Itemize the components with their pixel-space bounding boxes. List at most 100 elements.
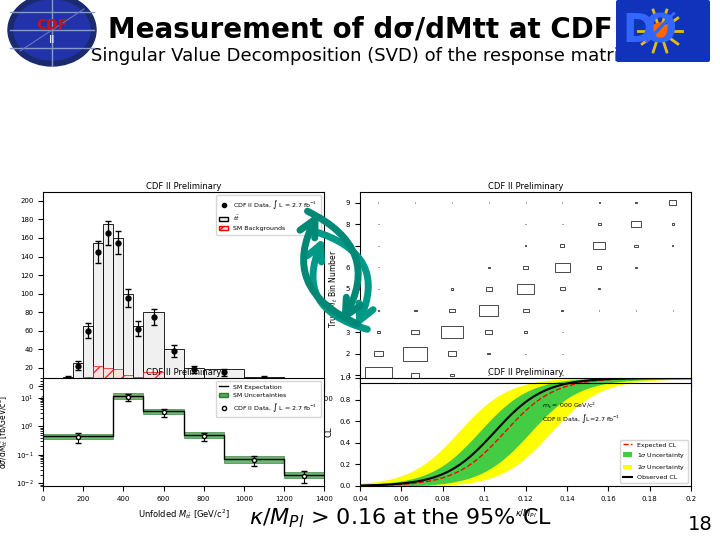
Bar bbox=[525, 245, 526, 246]
Y-axis label: CL: CL bbox=[325, 427, 333, 437]
Bar bbox=[43, 381, 63, 386]
Text: Measurement of dσ/dMtt at CDF: Measurement of dσ/dMtt at CDF bbox=[108, 16, 612, 44]
Bar bbox=[163, 379, 184, 386]
Bar bbox=[560, 245, 564, 247]
Ellipse shape bbox=[14, 0, 90, 60]
Bar bbox=[479, 305, 498, 316]
Bar bbox=[143, 409, 184, 414]
Title: CDF II Preliminary: CDF II Preliminary bbox=[146, 182, 221, 191]
Bar bbox=[133, 326, 143, 386]
Bar bbox=[441, 326, 463, 339]
Bar bbox=[143, 312, 163, 386]
FancyArrowPatch shape bbox=[307, 245, 367, 329]
Bar bbox=[244, 383, 284, 386]
Text: CDF: CDF bbox=[37, 18, 68, 32]
Bar bbox=[143, 372, 163, 386]
Bar bbox=[598, 223, 601, 225]
Bar bbox=[84, 326, 94, 386]
Bar bbox=[523, 266, 528, 269]
Bar bbox=[43, 384, 63, 386]
Bar bbox=[43, 434, 114, 440]
Bar bbox=[599, 202, 600, 203]
Bar bbox=[73, 381, 84, 386]
Bar bbox=[593, 242, 606, 249]
Bar bbox=[487, 353, 490, 354]
Legend: SM Expectation, SM Uncertainties, CDF II Data, $\int$ L = 2.7 fb$^{-1}$: SM Expectation, SM Uncertainties, CDF II… bbox=[216, 381, 321, 417]
Bar bbox=[635, 202, 637, 203]
Title: CDF II Preliminary: CDF II Preliminary bbox=[488, 182, 563, 191]
Bar bbox=[114, 238, 123, 386]
Circle shape bbox=[652, 23, 668, 39]
Text: CDF II Data, $\int$L=2.7 fb$^{-1}$: CDF II Data, $\int$L=2.7 fb$^{-1}$ bbox=[542, 413, 621, 425]
Bar bbox=[374, 351, 382, 356]
Bar bbox=[562, 224, 563, 225]
Bar bbox=[414, 310, 417, 311]
Bar bbox=[562, 310, 564, 311]
X-axis label: Unfolded $M_{t\bar{t}}$ [GeV/c$^2$]: Unfolded $M_{t\bar{t}}$ [GeV/c$^2$] bbox=[138, 507, 230, 521]
Bar bbox=[133, 377, 143, 386]
Bar bbox=[184, 368, 204, 386]
Ellipse shape bbox=[8, 0, 96, 66]
Bar bbox=[517, 284, 534, 294]
Legend: Expected CL, 1$\sigma$ Uncertainty, 2$\sigma$ Uncertainty, Observed CL: Expected CL, 1$\sigma$ Uncertainty, 2$\s… bbox=[621, 440, 688, 483]
Bar bbox=[524, 332, 527, 333]
Y-axis label: d$\sigma$/d$M_{t\bar{t}}$ [fb/GeV/c$^2$]: d$\sigma$/d$M_{t\bar{t}}$ [fb/GeV/c$^2$] bbox=[0, 395, 10, 469]
Bar bbox=[123, 294, 133, 386]
Bar bbox=[669, 200, 676, 205]
Bar bbox=[63, 383, 73, 386]
X-axis label: $\kappa/M_{Pl}$: $\kappa/M_{Pl}$ bbox=[515, 507, 536, 520]
FancyBboxPatch shape bbox=[616, 0, 710, 62]
Bar bbox=[284, 472, 324, 478]
Text: D: D bbox=[622, 12, 654, 50]
Bar bbox=[104, 224, 114, 386]
Bar bbox=[94, 366, 104, 386]
Bar bbox=[555, 263, 570, 272]
Bar bbox=[73, 363, 84, 386]
Text: Ø: Ø bbox=[644, 12, 677, 50]
Bar bbox=[114, 369, 123, 386]
Text: $m_t$ = 000 GeV/c$^2$: $m_t$ = 000 GeV/c$^2$ bbox=[542, 401, 596, 411]
Bar bbox=[284, 383, 324, 386]
Bar bbox=[451, 374, 454, 376]
Bar bbox=[403, 347, 427, 361]
FancyArrowPatch shape bbox=[307, 211, 361, 316]
Bar bbox=[84, 377, 94, 386]
Bar bbox=[411, 373, 420, 378]
Bar bbox=[284, 385, 324, 386]
Text: $\kappa/M_{Pl}$ > 0.16 at the 95% CL: $\kappa/M_{Pl}$ > 0.16 at the 95% CL bbox=[248, 506, 552, 530]
Bar bbox=[184, 381, 204, 386]
Bar bbox=[634, 245, 638, 247]
Bar bbox=[486, 287, 492, 291]
Bar bbox=[365, 368, 392, 383]
Bar bbox=[449, 308, 455, 313]
X-axis label: $M_{tt}$ [GeV/c$^2$]: $M_{tt}$ [GeV/c$^2$] bbox=[158, 407, 210, 421]
Text: II: II bbox=[49, 35, 55, 45]
Bar bbox=[597, 266, 601, 268]
Bar bbox=[104, 368, 114, 386]
Bar bbox=[94, 242, 104, 386]
Bar bbox=[63, 377, 73, 386]
Bar bbox=[411, 330, 419, 334]
Bar bbox=[114, 393, 143, 399]
Bar bbox=[598, 288, 600, 289]
Bar bbox=[635, 267, 636, 268]
Bar bbox=[123, 375, 133, 386]
Bar bbox=[377, 331, 380, 333]
Bar bbox=[523, 309, 528, 312]
Bar bbox=[163, 349, 184, 386]
Bar bbox=[184, 432, 224, 438]
Y-axis label: True $M_t$ Bin Number: True $M_t$ Bin Number bbox=[328, 249, 341, 328]
Bar bbox=[485, 330, 492, 334]
Bar bbox=[672, 224, 674, 225]
Bar bbox=[672, 245, 673, 246]
Bar bbox=[487, 267, 490, 268]
Bar bbox=[244, 377, 284, 386]
Bar bbox=[204, 382, 244, 386]
X-axis label: Reconstructed $M_t$ Bin Number: Reconstructed $M_t$ Bin Number bbox=[467, 407, 584, 420]
Legend: CDF II Data, $\int$ L = 2.7 fb$^{-1}$, $t\bar{t}$, SM Backgrounds: CDF II Data, $\int$ L = 2.7 fb$^{-1}$, $… bbox=[216, 195, 321, 234]
Bar bbox=[224, 456, 284, 463]
Text: Singular Value Decomposition (SVD) of the response matrix: Singular Value Decomposition (SVD) of th… bbox=[91, 47, 629, 65]
Bar bbox=[204, 369, 244, 386]
FancyArrowPatch shape bbox=[312, 231, 373, 320]
Bar bbox=[448, 352, 456, 356]
